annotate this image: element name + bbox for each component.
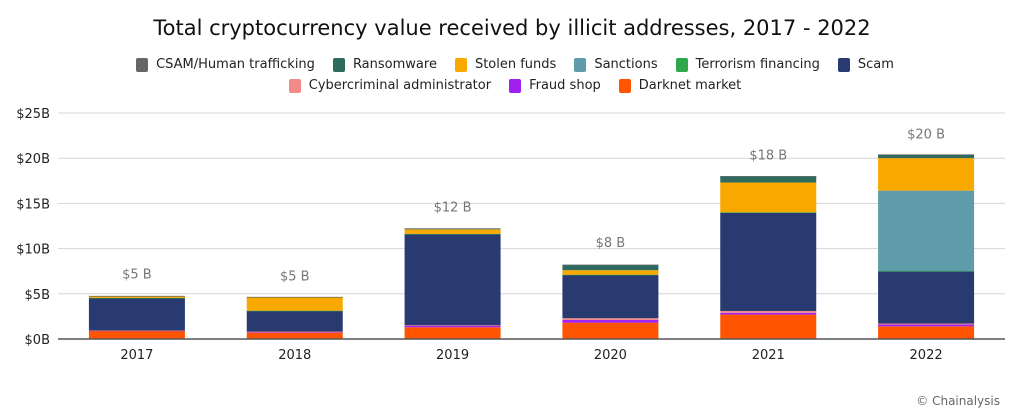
- legend-item[interactable]: Sanctions: [574, 57, 658, 72]
- legend-label: Sanctions: [594, 57, 658, 72]
- bar-segment-darknet-market: [562, 322, 659, 339]
- bar-segment-terrorism-financing: [562, 274, 659, 276]
- bar-segment-stolen-funds: [720, 182, 817, 213]
- bar-segment-darknet-market: [404, 327, 501, 339]
- x-tick-label: 2022: [910, 348, 943, 363]
- legend-swatch: [675, 57, 688, 72]
- bar-segment-ransomware: [878, 154, 975, 159]
- bar-segment-ransomware: [720, 176, 817, 183]
- bar-segment-stolen-funds: [404, 229, 501, 234]
- legend-item[interactable]: Darknet market: [618, 78, 742, 93]
- legend-swatch: [136, 57, 149, 72]
- x-tick-label: 2017: [120, 348, 153, 363]
- bar-segment-scam: [88, 297, 185, 331]
- total-label: $5 B: [280, 269, 310, 284]
- x-tick-label: 2019: [436, 348, 469, 363]
- bar-segment-stolen-funds: [88, 296, 185, 298]
- bar-segment-scam: [562, 274, 659, 319]
- x-tick-label: 2020: [594, 348, 627, 363]
- total-label: $18 B: [749, 148, 787, 163]
- bar-segment-terrorism-financing: [878, 271, 975, 272]
- bar-segment-ransomware: [562, 264, 659, 271]
- bar-segment-cybercriminal-administrator: [88, 330, 185, 332]
- legend-swatch: [574, 57, 587, 72]
- bar-segment-fraud-shop: [562, 320, 659, 323]
- legend-item[interactable]: Cybercriminal administrator: [288, 78, 492, 93]
- legend-item[interactable]: Fraud shop: [509, 78, 601, 93]
- legend-label: Terrorism financing: [695, 57, 820, 72]
- legend-label: Scam: [857, 57, 894, 72]
- legend-label: Fraud shop: [529, 78, 601, 93]
- legend-item[interactable]: Scam: [837, 57, 894, 72]
- bar-segment-darknet-market: [246, 332, 343, 339]
- bar-segment-csam-human-trafficking: [246, 296, 343, 298]
- bar-segment-stolen-funds: [246, 297, 343, 311]
- bar-segment-cybercriminal-administrator: [562, 318, 659, 321]
- legend: CSAM/Human trafficking Ransomware Stolen f…: [30, 57, 1000, 93]
- bar-segment-terrorism-financing: [404, 233, 501, 235]
- bar-segment-cybercriminal-administrator: [720, 310, 817, 313]
- total-label: $8 B: [596, 236, 626, 251]
- legend-label: Darknet market: [638, 78, 742, 93]
- legend-swatch: [618, 78, 631, 93]
- bar-segment-csam-human-trafficking: [404, 228, 501, 229]
- bar-segment-fraud-shop: [720, 312, 817, 315]
- legend-swatch: [332, 57, 345, 72]
- bar-segment-fraud-shop: [246, 331, 343, 333]
- legend-swatch: [454, 57, 467, 72]
- y-tick-label: $5B: [25, 288, 50, 303]
- legend-swatch: [509, 78, 522, 93]
- legend-item[interactable]: Stolen funds: [454, 57, 557, 72]
- y-tick-label: $10B: [16, 243, 50, 258]
- legend-item[interactable]: Terrorism financing: [675, 57, 820, 72]
- bar-segment-cybercriminal-administrator: [878, 323, 975, 325]
- total-label: $12 B: [434, 201, 472, 216]
- legend-item[interactable]: Ransomware: [332, 57, 437, 72]
- legend-label: Cybercriminal administrator: [308, 78, 492, 93]
- y-tick-label: $20B: [16, 152, 50, 167]
- bar-segment-sanctions: [878, 190, 975, 272]
- bar-segment-stolen-funds: [878, 158, 975, 191]
- y-tick-label: $15B: [16, 197, 50, 212]
- legend-label: Stolen funds: [474, 57, 557, 72]
- x-tick-label: 2018: [278, 348, 311, 363]
- legend-label: CSAM/Human trafficking: [156, 57, 315, 72]
- legend-swatch: [837, 57, 850, 72]
- credit: © Chainalysis: [916, 394, 1000, 408]
- bar-segment-darknet-market: [88, 330, 185, 339]
- bar-segment-csam-human-trafficking: [88, 295, 185, 297]
- total-label: $20 B: [907, 127, 945, 142]
- bar-segment-scam: [878, 271, 975, 324]
- bar-segment-fraud-shop: [404, 325, 501, 328]
- bar-segment-cybercriminal-administrator: [404, 325, 501, 326]
- bar-segment-csam-human-trafficking: [720, 176, 817, 177]
- legend-label: Ransomware: [352, 57, 437, 72]
- bar-segment-scam: [404, 233, 501, 326]
- bar-segment-darknet-market: [720, 314, 817, 339]
- bar-segment-csam-human-trafficking: [562, 264, 659, 266]
- legend-swatch: [288, 78, 301, 93]
- bar-segment-darknet-market: [878, 326, 975, 339]
- bar-segment-scam: [720, 212, 817, 311]
- total-label: $5 B: [122, 268, 152, 283]
- chart-title: Total cryptocurrency value received by i…: [153, 16, 871, 40]
- bar-segment-terrorism-financing: [88, 297, 185, 299]
- bar-segment-terrorism-financing: [720, 212, 817, 213]
- bar-segment-scam: [246, 310, 343, 332]
- legend-item[interactable]: CSAM/Human trafficking: [136, 57, 315, 72]
- x-tick-label: 2021: [752, 348, 785, 363]
- bar-segment-cybercriminal-administrator: [246, 331, 343, 333]
- y-tick-label: $0B: [25, 333, 50, 348]
- bar-segment-fraud-shop: [878, 324, 975, 327]
- bar-segment-csam-human-trafficking: [878, 154, 975, 156]
- bar-segment-stolen-funds: [562, 270, 659, 275]
- y-tick-label: $25B: [16, 107, 50, 122]
- bar-segment-terrorism-financing: [246, 310, 343, 312]
